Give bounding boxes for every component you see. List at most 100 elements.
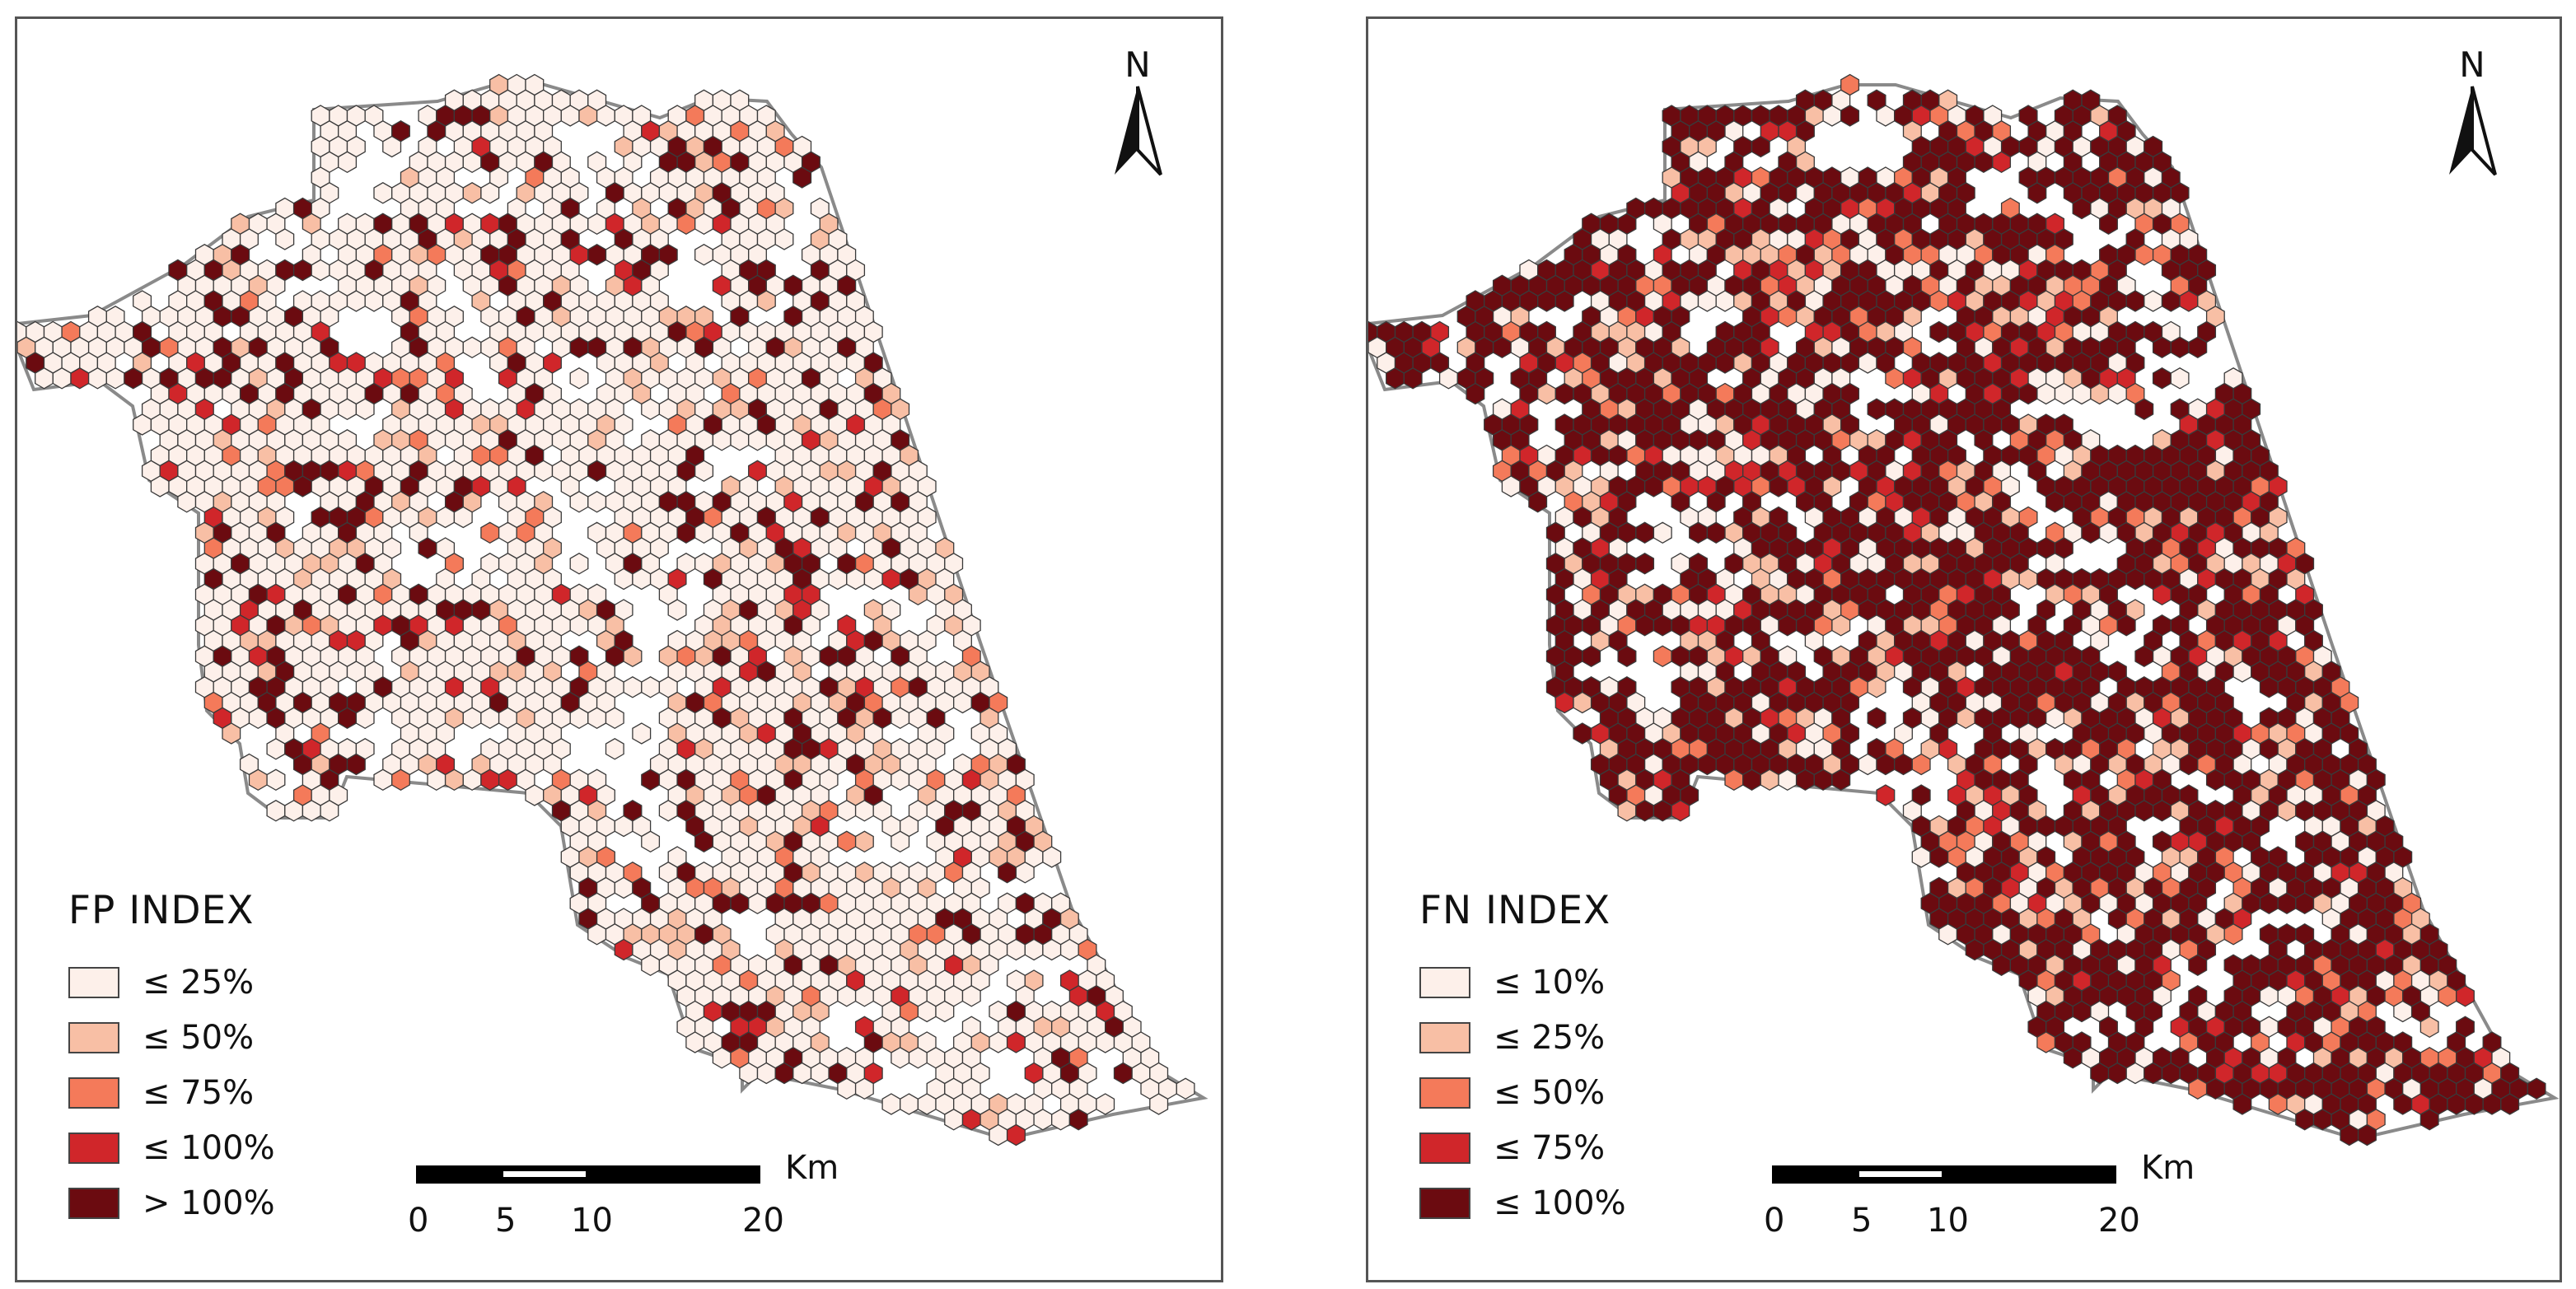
hex-cell (2188, 1077, 2208, 1100)
hex-cell (2500, 1093, 2520, 1115)
hex-cell (596, 105, 615, 127)
hex-cell (1876, 753, 1896, 776)
hex-cell (854, 985, 874, 1007)
legend-item: ≤ 50% (68, 1010, 275, 1065)
hex-cell (1653, 521, 1672, 544)
hex-cell (712, 1047, 732, 1069)
hex-cell (1635, 521, 1655, 544)
hex-cell (266, 738, 286, 760)
hex-cell (2045, 707, 2065, 730)
legend-swatch (1419, 966, 1470, 998)
hex-cell (1858, 753, 1877, 776)
hex-cell (1858, 352, 1877, 374)
hex-cell (1715, 352, 1735, 374)
hex-cell (605, 707, 624, 730)
hex-cell (373, 768, 393, 792)
hex-cell (462, 707, 482, 730)
hex-cell (2072, 1000, 2092, 1023)
hex-cell (989, 1123, 1008, 1147)
hex-cell (453, 506, 473, 529)
hex-cell (2036, 1031, 2056, 1053)
legend-title: FP INDEX (68, 888, 255, 933)
hex-cell (756, 290, 776, 312)
hex-cell (1840, 105, 1860, 127)
hex-cell (292, 259, 312, 282)
hex-cell (248, 768, 268, 792)
hex-cell (1024, 938, 1044, 961)
hex-cell (2081, 521, 2101, 544)
north-arrow-icon (1115, 86, 1162, 176)
north-label: N (1124, 44, 1151, 85)
hex-cell (587, 923, 607, 946)
hex-cell (1706, 521, 1726, 544)
scale-tick: 10 (1927, 1202, 1969, 1240)
hex-cell (641, 954, 661, 977)
hex-cell (462, 182, 482, 204)
hex-cell (989, 1031, 1008, 1053)
hex-cell (292, 475, 312, 497)
hex-cell (284, 800, 304, 822)
hex-cell (1876, 105, 1896, 127)
hex-cell (1760, 768, 1779, 792)
hex-cell (1554, 691, 1574, 714)
hex-cell (2527, 1077, 2546, 1100)
hex-cell (694, 212, 714, 236)
hex-cell (1885, 367, 1905, 390)
hex-cell (891, 830, 910, 853)
hex-cell (854, 1077, 874, 1100)
legend-item: > 100% (68, 1175, 275, 1231)
fn-index-map-panel: N FN INDEX ≤ 10% ≤ 25% ≤ 50% ≤ 75% ≤ 100… (1366, 16, 2562, 1282)
hex-cell (891, 768, 910, 792)
hex-cell (355, 398, 375, 421)
hex-cell (338, 707, 358, 730)
hex-cell (1653, 800, 1672, 822)
hex-cell (1492, 336, 1512, 359)
hex-cell (2205, 1077, 2225, 1100)
hex-cell (1724, 768, 1744, 792)
legend-item: ≤ 75% (68, 1065, 275, 1120)
hex-cell (1822, 105, 1842, 127)
hex-cell (1042, 938, 1062, 961)
hex-cell (694, 830, 714, 853)
fp-hex-grid (17, 73, 1195, 1147)
hex-cell (2152, 800, 2172, 822)
hex-cell (355, 707, 375, 730)
legend-swatch (68, 1021, 119, 1053)
hex-cell (1635, 800, 1655, 822)
legend-swatch (1419, 1187, 1470, 1219)
hex-cell (320, 800, 339, 822)
hex-cell (498, 768, 517, 792)
hex-cell (248, 707, 268, 730)
hex-cell (2340, 1123, 2359, 1147)
hex-cell (2125, 1062, 2145, 1085)
hex-cell (2295, 892, 2315, 915)
hex-cell (1795, 768, 1815, 792)
hex-cell (917, 1093, 937, 1115)
scale-unit: Km (785, 1149, 839, 1187)
hex-cell (1537, 382, 1556, 405)
hex-cell (1689, 521, 1709, 544)
hex-cell (338, 398, 358, 421)
hex-cell (1876, 784, 1896, 806)
hex-cell (1929, 320, 1949, 343)
hex-cell (1778, 614, 1798, 637)
hex-cell (881, 1093, 901, 1115)
hex-cell (694, 460, 714, 483)
fn-legend: FN INDEX ≤ 10% ≤ 25% ≤ 50% ≤ 75% ≤ 100% (1419, 888, 1626, 1231)
hex-cell (712, 429, 732, 451)
scale-tick: 5 (1851, 1202, 1872, 1240)
hex-cell (1042, 846, 1062, 868)
legend-label: ≤ 75% (143, 1073, 255, 1112)
hex-cell (2090, 1062, 2110, 1085)
hex-cell (444, 768, 464, 792)
hex-cell (2277, 800, 2297, 822)
legend-item: ≤ 100% (1419, 1175, 1626, 1231)
hex-cell (1617, 800, 1637, 822)
hex-cell (641, 398, 661, 421)
legend-item: ≤ 10% (1419, 955, 1626, 1010)
hex-cell (462, 768, 482, 792)
hex-cell (587, 491, 607, 513)
hex-cell (891, 707, 910, 730)
hex-cell (2277, 892, 2297, 915)
hex-cell (2312, 1109, 2332, 1131)
